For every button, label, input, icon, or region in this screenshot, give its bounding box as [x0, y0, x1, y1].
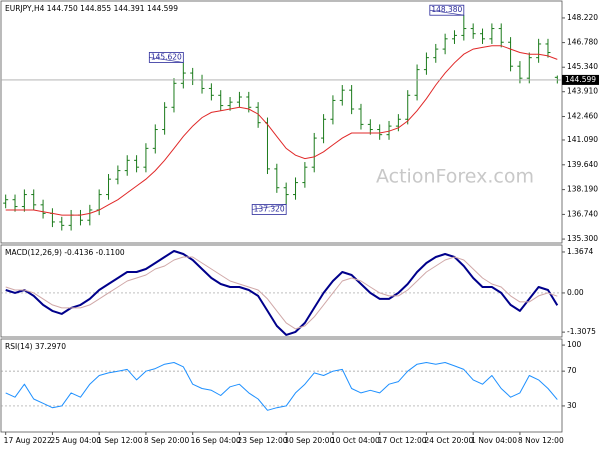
y-tick-label: 139.640 [567, 160, 598, 169]
y-tick-label: 142.460 [567, 112, 598, 121]
y-tick-label: 143.910 [567, 87, 598, 96]
price-box [562, 74, 599, 85]
x-tick-label: 10 Oct 04:00 [331, 436, 380, 445]
annotation-label: 145.620 [151, 52, 182, 61]
y-tick-label: 30 [567, 401, 577, 410]
x-tick-label: 23 Sep 12:00 [237, 436, 287, 445]
y-tick-label: 136.740 [567, 209, 598, 218]
panel-title: MACD(12,26,9) -0.4136 -0.1100 [5, 248, 125, 257]
y-tick-label: 141.090 [567, 135, 598, 144]
panel-frame [0, 244, 563, 338]
indicator-line [5, 362, 558, 411]
annotation-pointer [252, 204, 287, 210]
x-tick-label: 8 Sep 20:00 [144, 436, 190, 445]
x-tick-label: 25 Aug 04:00 [50, 436, 101, 445]
y-tick-label: 0.00 [567, 288, 584, 297]
panel-frame [0, 0, 563, 244]
price-label: 144.599 [565, 75, 596, 84]
x-tick-label: 16 Sep 04:00 [191, 436, 241, 445]
annotation-label: 137.320 [254, 204, 285, 213]
x-tick-label: 1 Nov 04:00 [471, 436, 517, 445]
y-tick-label: 138.190 [567, 185, 598, 194]
annotation-pointer [149, 57, 184, 63]
y-tick-label: 146.780 [567, 38, 598, 47]
x-tick-label: 8 Nov 12:00 [518, 436, 564, 445]
y-tick-label: 148.220 [567, 13, 598, 22]
annotation-pointer [429, 9, 464, 16]
panel-title: EURJPY,H4 144.750 144.855 144.391 144.59… [5, 4, 178, 13]
moving-average [5, 45, 558, 216]
y-tick-label: 145.340 [567, 62, 598, 71]
y-tick-label: -1.3075 [567, 327, 596, 336]
y-tick-label: 135.300 [567, 234, 598, 243]
indicator-line [5, 250, 559, 336]
annotation-label: 148.380 [431, 5, 462, 14]
y-tick-label: 1.3674 [567, 247, 593, 256]
x-tick-label: 30 Sep 20:00 [284, 436, 334, 445]
watermark: ActionForex.com [376, 166, 534, 188]
x-tick-label: 24 Oct 20:00 [424, 436, 473, 445]
y-tick-label: 70 [567, 366, 577, 375]
x-tick-label: 17 Aug 2022 [4, 436, 52, 445]
x-tick-label: 17 Oct 12:00 [378, 436, 427, 445]
indicator-line [5, 256, 558, 330]
x-tick-label: 1 Sep 12:00 [97, 436, 143, 445]
panel-title: RSI(14) 37.2970 [5, 342, 66, 351]
panel-frame [0, 338, 563, 433]
y-tick-label: 100 [567, 340, 582, 349]
